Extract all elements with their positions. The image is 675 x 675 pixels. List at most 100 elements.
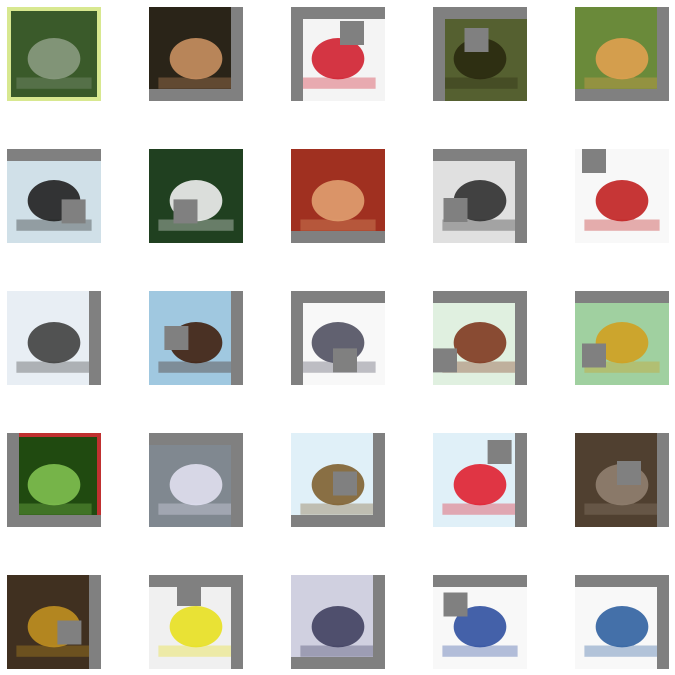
- image-frame: [7, 7, 101, 101]
- pad-strip: [575, 291, 669, 303]
- cutout-patch: [487, 440, 512, 464]
- image-detail: [584, 77, 660, 89]
- image-detail: [16, 503, 92, 515]
- image-tile: [7, 7, 101, 101]
- image-detail: [442, 645, 518, 657]
- cutout-patch: [433, 348, 457, 373]
- pad-strip: [291, 7, 303, 101]
- pad-strip: [433, 7, 445, 101]
- image-detail: [300, 645, 376, 657]
- image-subject: [27, 38, 81, 80]
- image-detail: [158, 361, 234, 373]
- image-tile: [149, 433, 243, 527]
- image-tile: [149, 575, 243, 669]
- image-tile: [291, 433, 385, 527]
- image-detail: [16, 219, 92, 231]
- image-tile: [7, 149, 101, 243]
- pad-strip: [515, 433, 527, 527]
- image-subject: [595, 606, 649, 648]
- image-subject: [595, 38, 649, 80]
- image-tile: [149, 149, 243, 243]
- image-tile: [433, 575, 527, 669]
- image-tile: [575, 433, 669, 527]
- image-tile: [149, 7, 243, 101]
- image-tile: [291, 149, 385, 243]
- image-subject: [595, 180, 649, 222]
- image-tile: [7, 433, 101, 527]
- pad-strip: [575, 575, 669, 587]
- image-tile: [433, 291, 527, 385]
- image-detail: [300, 219, 376, 231]
- image-detail: [300, 503, 376, 515]
- image-subject: [311, 606, 365, 648]
- image-tile: [575, 575, 669, 669]
- pad-strip: [433, 575, 527, 587]
- image-detail: [442, 503, 518, 515]
- cutout-patch: [617, 461, 641, 485]
- image-detail: [16, 645, 92, 657]
- cutout-patch: [61, 199, 86, 224]
- image-detail: [584, 219, 660, 231]
- pad-strip: [433, 149, 527, 161]
- image-tile: [7, 575, 101, 669]
- cutout-patch: [582, 149, 606, 173]
- image-tile: [575, 7, 669, 101]
- cutout-patch: [333, 471, 357, 496]
- image-tile: [291, 7, 385, 101]
- image-tile: [433, 7, 527, 101]
- pad-strip: [89, 575, 101, 669]
- image-subject: [311, 180, 365, 222]
- cutout-patch: [340, 21, 364, 45]
- image-subject: [27, 322, 81, 364]
- image-subject: [169, 464, 223, 506]
- pad-strip: [291, 515, 385, 527]
- image-detail: [442, 77, 518, 89]
- pad-strip: [515, 291, 527, 385]
- pad-strip: [291, 291, 385, 303]
- cutout-patch: [464, 28, 489, 52]
- pad-strip: [575, 89, 669, 101]
- image-detail: [16, 77, 92, 89]
- pad-strip: [515, 149, 527, 243]
- cutout-patch: [177, 582, 201, 606]
- cutout-patch: [57, 620, 82, 645]
- image-subject: [311, 38, 365, 80]
- cutout-patch: [333, 348, 357, 373]
- image-tile: [149, 291, 243, 385]
- image-subject: [453, 464, 507, 506]
- pad-strip: [89, 291, 101, 385]
- cutout-patch: [164, 326, 189, 350]
- pad-strip: [291, 7, 385, 19]
- image-detail: [584, 645, 660, 657]
- cutout-patch: [443, 592, 468, 617]
- image-tile: [291, 291, 385, 385]
- image-tile: [433, 149, 527, 243]
- image-subject: [169, 606, 223, 648]
- image-detail: [158, 503, 234, 515]
- pad-strip: [291, 291, 303, 385]
- image-tile: [291, 575, 385, 669]
- pad-strip: [291, 231, 385, 243]
- pad-strip: [149, 433, 243, 445]
- image-detail: [442, 219, 518, 231]
- cutout-patch: [443, 198, 468, 222]
- image-detail: [158, 219, 234, 231]
- pad-strip: [373, 575, 385, 669]
- pad-strip: [231, 433, 243, 527]
- pad-strip: [657, 433, 669, 527]
- image-subject: [453, 322, 507, 364]
- image-detail: [442, 361, 518, 373]
- pad-strip: [433, 291, 527, 303]
- image-tile: [575, 149, 669, 243]
- image-tile: [575, 291, 669, 385]
- image-detail: [158, 77, 234, 89]
- image-tile: [7, 291, 101, 385]
- pad-strip: [657, 7, 669, 101]
- pad-strip: [433, 7, 527, 19]
- image-detail: [158, 645, 234, 657]
- image-tile: [433, 433, 527, 527]
- image-subject: [595, 322, 649, 364]
- image-detail: [16, 361, 92, 373]
- pad-strip: [657, 575, 669, 669]
